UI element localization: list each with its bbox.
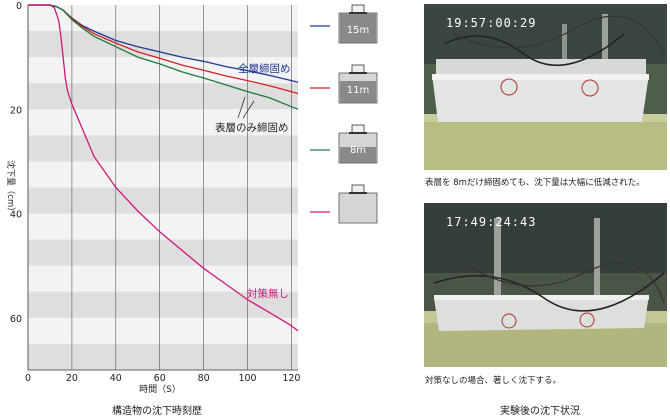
- photo-bottom-caption: 対策なしの場合、著しく沈下する。: [425, 376, 562, 386]
- x-tick-label: 120: [282, 373, 300, 384]
- plot-band: [28, 213, 298, 240]
- y-tick-label: 60: [10, 314, 22, 325]
- y-axis-label: 沈下量（cm）: [5, 160, 16, 215]
- legend-panel: [338, 192, 378, 224]
- plot-axes: 0 20 40 60 80 100 120 0 20 40 60: [10, 1, 301, 384]
- y-tick-label: 20: [10, 105, 22, 116]
- x-tick-label: 100: [238, 373, 256, 384]
- x-tick-label: 80: [198, 373, 210, 384]
- annotation-leader-2: [242, 100, 255, 119]
- series-line: [28, 4, 299, 110]
- legend-structure-base: [349, 192, 367, 194]
- annotation-no-measure: 対策無し: [247, 287, 289, 300]
- photo-bottom-image: [424, 203, 667, 367]
- annotation-leader-1: [237, 96, 246, 119]
- legend-structure: [351, 124, 365, 134]
- photo-bottom-timestamp: 17:49:24:43: [446, 215, 537, 229]
- plot-band: [28, 5, 298, 32]
- x-tick-label: 40: [110, 373, 122, 384]
- plot-band: [28, 57, 298, 84]
- x-tick-label: 60: [154, 373, 166, 384]
- photo-section-label: 実験後の沈下状況: [500, 406, 580, 417]
- plot-band: [28, 187, 298, 214]
- photo-top: 19:57:00:29: [424, 4, 667, 170]
- annotation-surface-only: 表層のみ締固め: [215, 121, 289, 134]
- photo-top-caption: 表層を 8mだけ締固めても、沈下量は大幅に低減された。: [425, 178, 645, 188]
- series-line: [28, 4, 299, 332]
- legend-structure: [351, 184, 365, 194]
- plot-band: [28, 135, 298, 162]
- plot-band: [28, 317, 298, 344]
- annotation-full-layer: 全層締固め: [238, 62, 291, 75]
- plot-series: [28, 4, 299, 332]
- x-tick-label: 0: [25, 373, 31, 384]
- legend-structure-base: [349, 132, 367, 134]
- legend-panels: 15m 11m 8m: [310, 4, 378, 224]
- legend-panel-fill: [340, 81, 376, 103]
- plot-band: [28, 83, 298, 110]
- legend-panel-fill: [340, 147, 376, 163]
- plot-band: [28, 265, 298, 292]
- legend-panel-fill: [340, 13, 376, 43]
- legend-panel-label: 15m: [347, 25, 369, 36]
- y-tick-label: 0: [16, 1, 22, 12]
- plot-background: [28, 5, 298, 370]
- x-axis-label: 時間（S）: [139, 384, 181, 395]
- plot-band: [28, 239, 298, 266]
- photo-top-image: [424, 4, 667, 170]
- plot-band: [28, 291, 298, 318]
- plot-band: [28, 109, 298, 136]
- legend-panel-label: 8m: [350, 145, 366, 156]
- legend-structure-base: [349, 72, 367, 74]
- legend-structure: [351, 64, 365, 74]
- y-tick-label: 40: [10, 210, 22, 221]
- legend-panel-label: 11m: [347, 85, 369, 96]
- x-tick-label: 20: [66, 373, 78, 384]
- photo-bottom: 17:49:24:43: [424, 203, 667, 367]
- plot-band: [28, 161, 298, 188]
- photo-top-timestamp: 19:57:00:29: [446, 16, 537, 30]
- plot-band: [28, 343, 298, 370]
- chart-section-label: 構造物の沈下時刻歴: [112, 406, 202, 417]
- legend-structure: [351, 4, 365, 14]
- legend-structure-base: [349, 12, 367, 14]
